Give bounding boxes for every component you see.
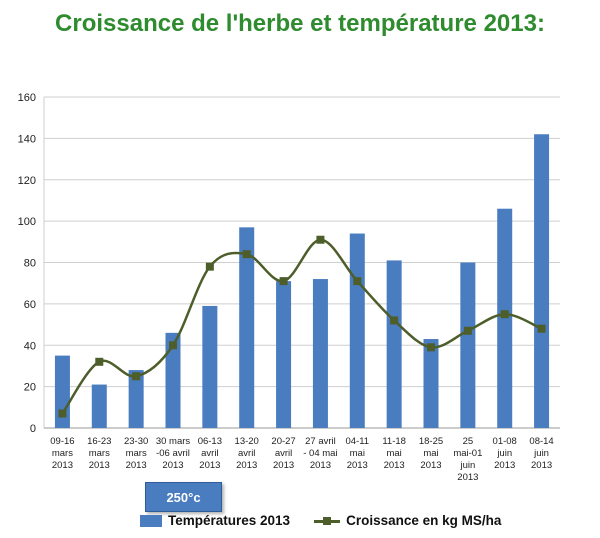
x-tick-label: 06-13 avril 2013 bbox=[198, 436, 222, 471]
temperature-bar bbox=[202, 305, 218, 428]
temperature-bar bbox=[276, 281, 292, 428]
temperature-bar bbox=[423, 339, 439, 428]
x-tick-label: 09-16 mars 2013 bbox=[50, 436, 74, 471]
temperature-bar bbox=[128, 370, 144, 428]
temperature-bar bbox=[91, 384, 107, 428]
growth-point bbox=[242, 250, 251, 259]
x-tick-label: 01-08 juin 2013 bbox=[493, 436, 517, 471]
legend-line-swatch bbox=[314, 515, 341, 527]
temperature-bar bbox=[312, 279, 328, 428]
growth-point bbox=[95, 357, 104, 366]
chart-title: Croissance de l'herbe et température 201… bbox=[55, 10, 545, 37]
x-tick-label: 27 avril - 04 mai 2013 bbox=[303, 436, 337, 471]
growth-point bbox=[390, 316, 399, 325]
y-tick-label: 20 bbox=[24, 382, 36, 394]
growth-point bbox=[58, 409, 67, 418]
temperature-bar bbox=[239, 227, 255, 428]
growth-point bbox=[205, 262, 214, 271]
temperature-bar bbox=[165, 332, 181, 428]
growth-point bbox=[500, 310, 509, 319]
y-tick-label: 160 bbox=[18, 92, 36, 104]
x-tick-label: 16-23 mars 2013 bbox=[87, 436, 111, 471]
y-tick-label: 40 bbox=[24, 340, 36, 352]
growth-point bbox=[537, 324, 546, 333]
y-tick-label: 60 bbox=[24, 299, 36, 311]
x-tick-label: 04-11 mai 2013 bbox=[345, 436, 369, 471]
y-tick-label: 100 bbox=[18, 216, 36, 228]
x-tick-label: 13-20 avril 2013 bbox=[235, 436, 259, 471]
x-tick-label: 08-14 juin 2013 bbox=[529, 436, 553, 471]
x-tick-label: 20-27 avril 2013 bbox=[271, 436, 295, 471]
growth-point bbox=[316, 235, 325, 244]
temperature-bar bbox=[460, 262, 476, 428]
growth-point bbox=[279, 277, 288, 286]
legend: Températures 2013 Croissance en kg MS/ha bbox=[140, 513, 501, 528]
x-tick-label: 23-30 mars 2013 bbox=[124, 436, 148, 471]
legend-bar-label: Températures 2013 bbox=[168, 513, 291, 528]
growth-point bbox=[132, 372, 141, 381]
temperature-bar bbox=[386, 260, 402, 428]
growth-point bbox=[427, 343, 435, 352]
growth-point bbox=[353, 277, 362, 286]
y-tick-label: 120 bbox=[18, 175, 36, 187]
annotation-box: 250°c bbox=[145, 482, 222, 512]
temperature-bar bbox=[497, 208, 513, 428]
x-tick-label: 25 mai-01 juin 2013 bbox=[453, 436, 482, 483]
x-tick-label: 11-18 mai 2013 bbox=[382, 436, 406, 471]
growth-point bbox=[463, 326, 472, 335]
y-tick-label: 0 bbox=[30, 423, 36, 435]
legend-line-label: Croissance en kg MS/ha bbox=[346, 513, 502, 528]
y-tick-label: 80 bbox=[24, 258, 36, 270]
x-tick-label: 30 mars -06 avril 2013 bbox=[156, 436, 191, 471]
growth-point bbox=[169, 341, 177, 350]
y-tick-label: 140 bbox=[18, 133, 36, 145]
x-tick-label: 18-25 mai 2013 bbox=[419, 436, 443, 471]
temperature-bar bbox=[534, 134, 550, 429]
legend-bar-swatch bbox=[140, 514, 162, 527]
temperature-bar bbox=[349, 233, 365, 428]
